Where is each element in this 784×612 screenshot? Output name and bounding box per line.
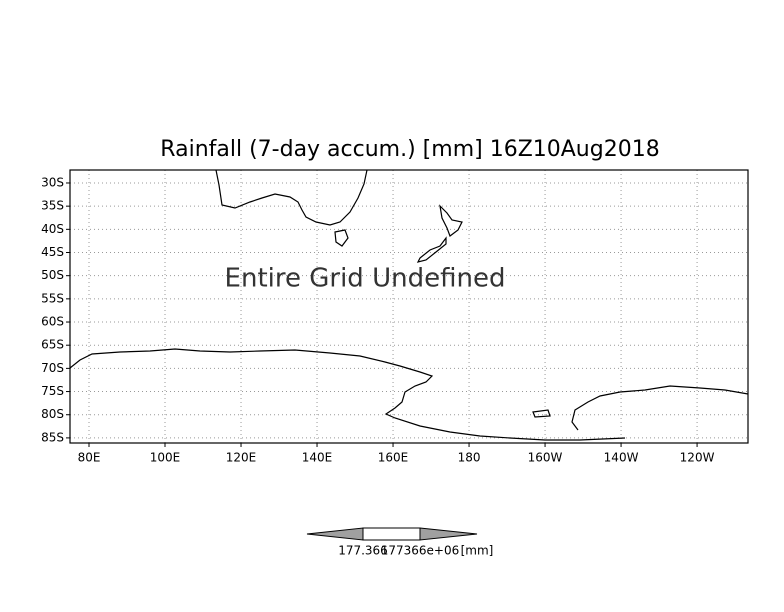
grid: [70, 170, 748, 443]
chart-title: Rainfall (7-day accum.) [mm] 16Z10Aug201…: [160, 137, 659, 162]
colorbar-left-triangle: [306, 527, 364, 541]
new-zealand-south: [416, 236, 447, 263]
y-tick-label: 70S: [41, 361, 64, 375]
ross-sea-coast: [571, 385, 749, 431]
ice-shelf: [532, 409, 551, 418]
tasmania-coast: [334, 229, 349, 247]
x-tick-label: 140E: [302, 451, 333, 465]
y-tick-label: 35S: [41, 199, 64, 213]
x-tick-label: 160W: [528, 451, 563, 465]
x-tick-label: 180: [458, 451, 481, 465]
x-tick-label: 120E: [226, 451, 257, 465]
australia-coast: [215, 169, 368, 226]
y-tick-label: 50S: [41, 268, 64, 282]
colorbar-box: [362, 527, 421, 541]
x-tick-label: 120W: [680, 451, 715, 465]
coastlines: [69, 169, 749, 441]
y-tick-label: 60S: [41, 315, 64, 329]
y-tick-label: 85S: [41, 430, 64, 444]
x-tick-label: 80E: [78, 451, 101, 465]
x-tick-label: 100E: [150, 451, 181, 465]
map-frame: [69, 169, 749, 444]
x-tick-label: 160E: [378, 451, 409, 465]
y-tick-label: 80S: [41, 407, 64, 421]
colorbar-label: 177.366: [338, 544, 388, 558]
colorbar-unit: [mm]: [461, 544, 494, 558]
y-tick-label: 45S: [41, 245, 64, 259]
x-tick-label: 140W: [604, 451, 639, 465]
y-tick-label: 65S: [41, 338, 64, 352]
colorbar-label: 177366e+06: [381, 544, 460, 558]
colorbar-right-triangle: [419, 527, 478, 541]
antarctica-coast: [69, 348, 626, 441]
annotation: Entire Grid Undefined: [225, 264, 506, 294]
y-tick-label: 30S: [41, 175, 64, 189]
colorbar: 177.366 177366e+06 [mm]: [306, 527, 494, 558]
y-tick-label: 40S: [41, 222, 64, 236]
y-tick-label: 75S: [41, 384, 64, 398]
new-zealand-north: [439, 204, 463, 237]
y-tick-label: 55S: [41, 291, 64, 305]
